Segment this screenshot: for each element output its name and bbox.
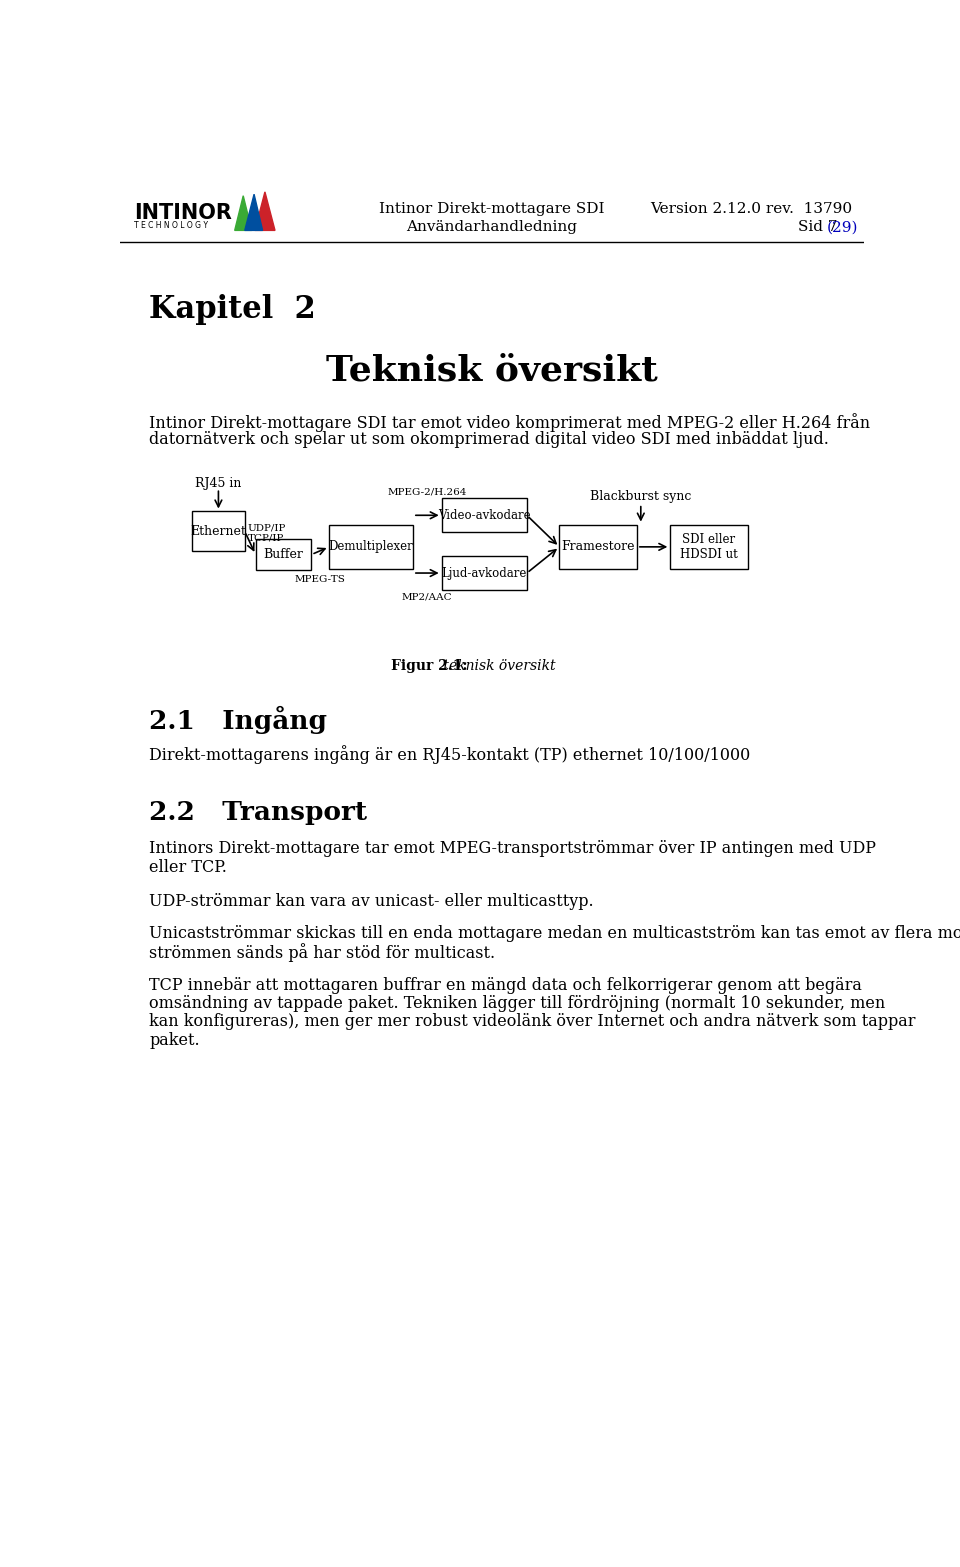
Text: Buffer: Buffer — [264, 548, 303, 561]
Text: SDI eller
HDSDI ut: SDI eller HDSDI ut — [680, 533, 738, 561]
Bar — [560, 525, 636, 569]
Text: MPEG-2/H.264: MPEG-2/H.264 — [388, 487, 467, 497]
Polygon shape — [254, 191, 275, 230]
Text: (29): (29) — [827, 221, 858, 235]
Text: Ethernet: Ethernet — [190, 525, 247, 537]
Text: kan konfigureras), men ger mer robust videolänk över Internet och andra nätverk : kan konfigureras), men ger mer robust vi… — [150, 1014, 916, 1031]
Text: Direkt-mottagarens ingång är en RJ45-kontakt (TP) ethernet 10/100/1000: Direkt-mottagarens ingång är en RJ45-kon… — [150, 746, 751, 765]
Bar — [329, 525, 413, 569]
Text: Ljud-avkodare: Ljud-avkodare — [442, 567, 527, 580]
Bar — [670, 525, 748, 569]
Text: INTINOR: INTINOR — [134, 204, 231, 224]
Text: TCP innebär att mottagaren buffrar en mängd data och felkorrigerar genom att beg: TCP innebär att mottagaren buffrar en mä… — [150, 976, 862, 993]
Text: UDP/IP: UDP/IP — [248, 523, 286, 533]
Bar — [192, 511, 245, 552]
Bar — [442, 498, 527, 533]
Text: Video-avkodare: Video-avkodare — [438, 509, 531, 522]
Bar — [255, 539, 311, 570]
Text: TCP/IP: TCP/IP — [248, 534, 284, 542]
Text: Framestore: Framestore — [562, 541, 635, 553]
Text: Blackburst sync: Blackburst sync — [590, 490, 691, 503]
Text: Användarhandledning: Användarhandledning — [406, 221, 578, 235]
Text: Sid 7: Sid 7 — [798, 221, 843, 235]
Text: MP2/AAC: MP2/AAC — [402, 592, 452, 602]
Text: Teknisk översikt: Teknisk översikt — [326, 354, 658, 387]
Text: T E C H N O L O G Y: T E C H N O L O G Y — [134, 221, 208, 230]
Text: strömmen sänds på har stöd för multicast.: strömmen sänds på har stöd för multicast… — [150, 943, 495, 962]
Bar — [442, 556, 527, 591]
Text: 2.1   Ingång: 2.1 Ingång — [150, 705, 327, 733]
Polygon shape — [234, 196, 252, 230]
Text: Unicastströmmar skickas till en enda mottagare medan en multicastström kan tas e: Unicastströmmar skickas till en enda mot… — [150, 925, 960, 942]
Text: eller TCP.: eller TCP. — [150, 859, 228, 876]
Text: Demultiplexer: Demultiplexer — [328, 541, 414, 553]
Text: RJ45 in: RJ45 in — [195, 476, 242, 490]
Text: Intinor Direkt-mottagare SDI: Intinor Direkt-mottagare SDI — [379, 202, 605, 216]
Text: Kapitel  2: Kapitel 2 — [150, 295, 316, 326]
Polygon shape — [245, 194, 263, 230]
Text: paket.: paket. — [150, 1033, 200, 1048]
Text: Intinor Direkt-mottagare SDI tar emot video komprimerat med MPEG-2 eller H.264 f: Intinor Direkt-mottagare SDI tar emot vi… — [150, 412, 871, 432]
Text: Figur 2.1:: Figur 2.1: — [392, 660, 468, 674]
Text: omsändning av tappade paket. Tekniken lägger till fördröjning (normalt 10 sekund: omsändning av tappade paket. Tekniken lä… — [150, 995, 886, 1012]
Text: MPEG-TS: MPEG-TS — [295, 575, 346, 584]
Text: 2.2   Transport: 2.2 Transport — [150, 801, 368, 826]
Text: teknisk översikt: teknisk översikt — [440, 660, 556, 674]
Text: UDP-strömmar kan vara av unicast- eller multicasttyp.: UDP-strömmar kan vara av unicast- eller … — [150, 893, 594, 909]
Text: Intinors Direkt-mottagare tar emot MPEG-transportströmmar över IP antingen med U: Intinors Direkt-mottagare tar emot MPEG-… — [150, 840, 876, 857]
Text: Version 2.12.0 rev.  13790: Version 2.12.0 rev. 13790 — [650, 202, 852, 216]
Text: datornätverk och spelar ut som okomprimerad digital video SDI med inbäddat ljud.: datornätverk och spelar ut som okomprime… — [150, 431, 829, 448]
